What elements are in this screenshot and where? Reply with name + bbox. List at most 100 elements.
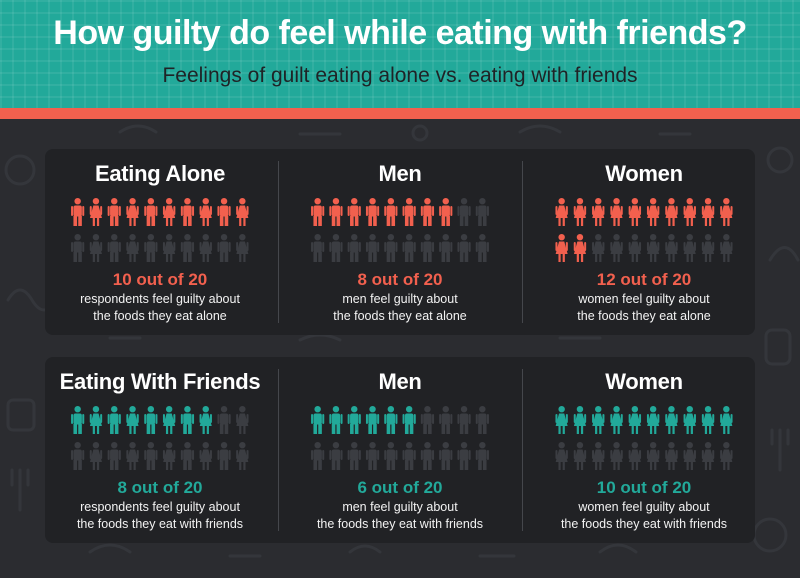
stat-value: 12 out of 20 [596,270,692,289]
column-title: Men [378,369,422,394]
figure-grid [71,198,249,262]
stat-value: 10 out of 20 [112,270,208,289]
person-icon [457,198,471,226]
person-icon [347,406,361,434]
female-person-icon [555,442,568,470]
female-person-icon [236,234,249,262]
female-person-icon [701,234,715,262]
panel-eating-alone: Eating Alone 10 out of 20 respondents fe… [45,149,755,335]
person-icon [217,234,231,262]
person-icon [107,234,121,262]
female-person-icon [720,198,733,226]
person-icon [329,442,343,470]
female-person-icon [573,406,587,434]
column-divider [522,161,523,323]
person-icon [217,442,231,470]
accent-bar [0,108,800,119]
person-icon [217,198,231,226]
person-icon [365,234,380,262]
person-icon [144,198,158,226]
female-person-icon [236,442,249,470]
female-person-icon [162,406,176,434]
female-person-icon [89,198,103,226]
person-icon [365,198,380,226]
stat-description: the foods they eat with friends [316,517,484,531]
female-person-icon [555,234,568,262]
stat-value: 6 out of 20 [357,478,443,497]
female-person-icon [628,234,642,262]
person-icon [329,234,343,262]
person-icon [144,442,158,470]
person-icon [475,442,489,470]
person-icon [439,198,453,226]
person-icon [217,406,231,434]
female-person-icon [683,406,696,434]
person-icon [180,442,195,470]
female-person-icon [126,198,139,226]
person-icon [329,406,343,434]
stat-column-women: Women 10 out of 20 women feel guilty abo… [529,357,759,543]
stat-value: 8 out of 20 [117,478,203,497]
person-icon [107,198,121,226]
person-icon [71,406,85,434]
person-icon [402,406,416,434]
female-person-icon [665,442,678,470]
column-divider [278,161,279,323]
column-title: Women [605,369,683,394]
female-person-icon [683,234,696,262]
person-icon [475,198,489,226]
stat-value: 10 out of 20 [596,478,692,497]
person-icon [402,198,416,226]
column-title: Eating Alone [94,161,226,186]
female-person-icon [162,198,176,226]
stat-description: the foods they eat alone [333,309,467,323]
figure-grid [311,406,489,470]
stat-description: the foods they eat with friends [560,517,728,531]
column-title: Eating With Friends [59,369,261,394]
female-person-icon [720,234,733,262]
female-person-icon [665,198,678,226]
female-person-icon [126,406,139,434]
female-person-icon [199,198,212,226]
female-person-icon [665,234,678,262]
female-person-icon [628,198,642,226]
person-icon [475,406,489,434]
female-person-icon [162,442,176,470]
person-icon [402,442,416,470]
page-subtitle: Feelings of guilt eating alone vs. eatin… [162,64,638,87]
person-icon [347,198,361,226]
page-title: How guilty do feel while eating with fri… [53,14,747,52]
stat-description: women feel guilty about [578,500,710,514]
column-divider [522,369,523,531]
person-icon [107,442,121,470]
stat-description: men feel guilty about [342,500,458,514]
column-title: Men [378,161,422,186]
person-icon [457,442,471,470]
figure-grid [71,406,249,470]
female-person-icon [592,198,605,226]
stat-column-men: Men 6 out of 20 men feel guilty about th… [285,357,515,543]
female-person-icon [646,198,660,226]
female-person-icon [89,234,103,262]
female-person-icon [592,234,605,262]
person-icon [311,234,325,262]
figure-grid [311,198,489,262]
person-icon [457,234,471,262]
stat-column-men: Men 8 out of 20 men feel guilty about th… [285,149,515,335]
person-icon [180,406,195,434]
female-person-icon [573,442,587,470]
female-person-icon [683,198,696,226]
person-icon [439,234,453,262]
person-icon [384,234,398,262]
female-person-icon [126,442,139,470]
female-person-icon [628,442,642,470]
stat-description: the foods they eat alone [577,309,711,323]
female-person-icon [162,234,176,262]
person-icon [439,406,453,434]
female-person-icon [573,198,587,226]
person-icon [420,234,435,262]
stat-column-women: Women 12 out of 20 women feel guilty abo… [529,149,759,335]
person-icon [144,406,158,434]
person-icon [144,234,158,262]
person-icon [71,234,85,262]
